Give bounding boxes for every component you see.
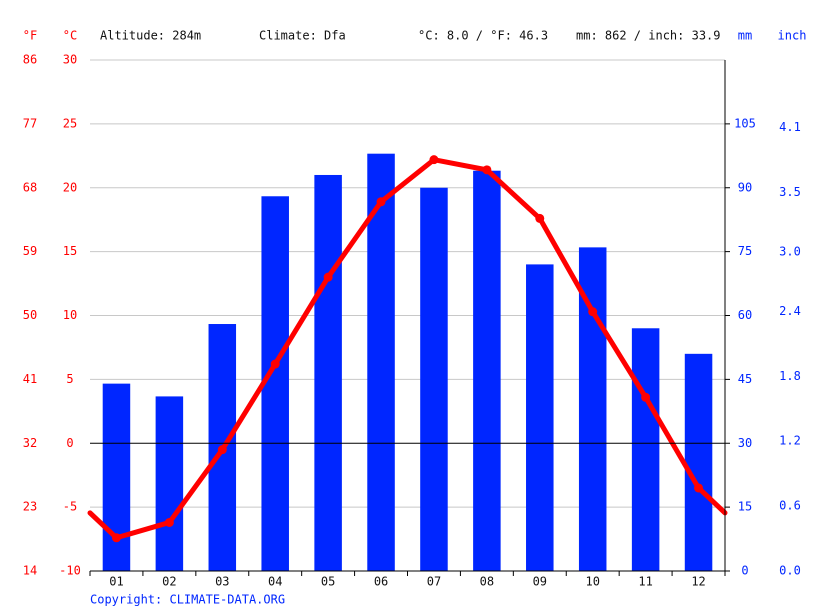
f-tick-label: 86 — [23, 53, 37, 67]
f-tick-label: 23 — [23, 500, 37, 514]
bar — [578, 247, 607, 571]
bar — [684, 353, 713, 571]
c-axis-label: °C — [63, 29, 77, 43]
line-point — [217, 445, 227, 455]
f-tick-label: 68 — [23, 180, 37, 194]
bar — [420, 187, 448, 571]
c-tick-label: 20 — [63, 180, 77, 194]
c-tick-label: -5 — [63, 500, 77, 514]
x-tick-label: 08 — [480, 575, 494, 589]
f-tick-label: 32 — [23, 436, 37, 450]
annotation: Altitude: 284m — [100, 29, 201, 43]
f-tick-label: 14 — [23, 564, 37, 578]
f-tick-label: 59 — [23, 244, 37, 258]
mm-tick-label: 90 — [738, 180, 752, 194]
mm-tick-label: 105 — [734, 116, 756, 130]
line-wrap — [696, 485, 728, 516]
line-point — [164, 517, 174, 527]
line-wrap — [87, 510, 119, 541]
f-axis-label: °F — [23, 29, 37, 43]
mm-tick-label: 60 — [738, 308, 752, 322]
mm-axis-label: mm — [738, 29, 752, 43]
line-point — [482, 165, 492, 175]
bar — [155, 396, 184, 571]
line-point — [429, 155, 439, 165]
x-tick-label: 12 — [691, 575, 705, 589]
bar — [367, 153, 395, 571]
bar — [473, 170, 501, 571]
x-tick-label: 03 — [215, 575, 229, 589]
line-point — [535, 213, 545, 223]
c-tick-label: 25 — [63, 116, 77, 130]
annotation: Climate: Dfa — [259, 29, 346, 43]
line-point — [641, 392, 651, 402]
bar — [631, 328, 660, 571]
bar — [314, 174, 342, 571]
line-point — [270, 359, 280, 369]
c-tick-label: 10 — [63, 308, 77, 322]
x-tick-label: 01 — [109, 575, 123, 589]
annotation: mm: 862 / inch: 33.9 — [576, 29, 721, 43]
c-tick-label: -10 — [59, 564, 81, 578]
mm-tick-label: 15 — [738, 500, 752, 514]
x-tick-label: 05 — [321, 575, 335, 589]
x-tick-label: 09 — [533, 575, 547, 589]
inch-tick-label: 3.5 — [779, 185, 801, 199]
inch-tick-label: 1.8 — [779, 369, 801, 383]
inch-tick-label: 1.2 — [779, 434, 801, 448]
mm-tick-label: 75 — [738, 244, 752, 258]
x-tick-label: 07 — [427, 575, 441, 589]
line — [115, 157, 701, 541]
line-point — [694, 483, 704, 493]
x-tick-label: 04 — [268, 575, 282, 589]
inch-tick-label: 0.6 — [779, 499, 801, 513]
line-point — [376, 197, 386, 207]
mm-tick-label: 0 — [741, 564, 748, 578]
mm-tick-label: 45 — [738, 372, 752, 386]
inch-tick-label: 4.1 — [779, 120, 801, 134]
f-tick-label: 50 — [23, 308, 37, 322]
f-tick-label: 77 — [23, 116, 37, 130]
inch-tick-label: 0.0 — [779, 564, 801, 578]
bar — [102, 383, 131, 571]
annotation: °C: 8.0 / °F: 46.3 — [418, 29, 548, 43]
x-tick-label: 02 — [162, 575, 176, 589]
x-tick-label: 11 — [638, 575, 652, 589]
c-tick-label: 30 — [63, 53, 77, 67]
inch-tick-label: 3.0 — [779, 244, 801, 258]
c-tick-label: 5 — [66, 372, 73, 386]
bar — [526, 264, 554, 571]
line-point — [111, 533, 121, 543]
inch-tick-label: 2.4 — [779, 304, 801, 318]
mm-tick-label: 30 — [738, 436, 752, 450]
f-tick-label: 41 — [23, 372, 37, 386]
copyright: Copyright: CLIMATE-DATA.ORG — [90, 593, 285, 607]
c-tick-label: 0 — [66, 436, 73, 450]
line-point — [588, 307, 598, 317]
inch-axis-label: inch — [778, 29, 807, 43]
x-tick-label: 06 — [374, 575, 388, 589]
line-point — [323, 272, 333, 282]
c-tick-label: 15 — [63, 244, 77, 258]
x-tick-label: 10 — [585, 575, 599, 589]
